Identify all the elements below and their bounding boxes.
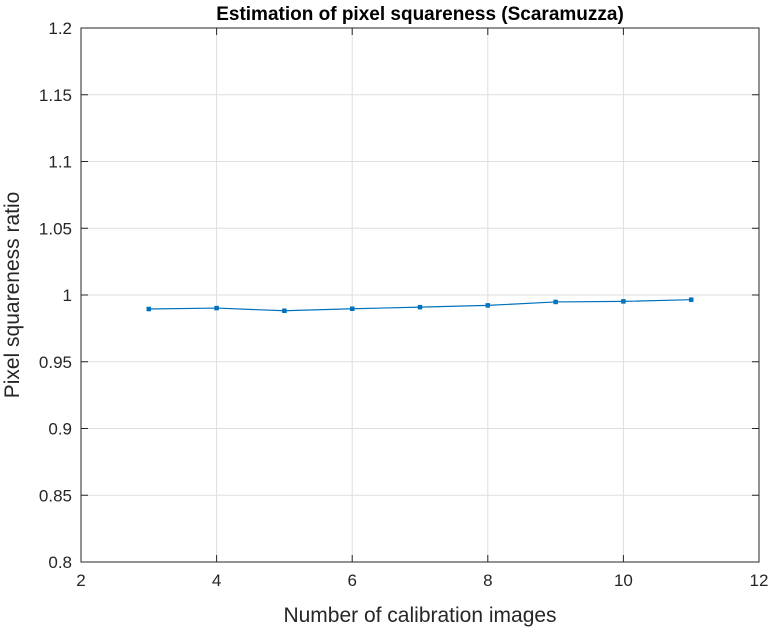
y-tick-label: 0.9 bbox=[48, 420, 72, 439]
y-tick-label: 0.8 bbox=[48, 553, 72, 572]
y-tick-label: 1.1 bbox=[48, 153, 72, 172]
data-point-marker bbox=[553, 299, 558, 305]
x-tick-label: 4 bbox=[212, 571, 221, 590]
data-point-marker bbox=[146, 306, 152, 312]
tick-labels: 2 4 6 8 10 12 0.8 0.85 0.9 0.95 1 1.05 1.1 1.15 1.2 bbox=[39, 19, 769, 590]
x-tick-label: 10 bbox=[614, 571, 633, 590]
y-tick-label: 1.2 bbox=[48, 19, 72, 38]
y-tick-label: 1.05 bbox=[39, 219, 72, 238]
y-axis-title: Pixel squareness ratio bbox=[1, 192, 24, 399]
x-tick-label: 12 bbox=[750, 571, 769, 590]
axes bbox=[80, 27, 760, 563]
data-point-marker bbox=[214, 305, 219, 311]
x-axis-title: Number of calibration images bbox=[283, 604, 556, 627]
chart-title: Estimation of pixel squareness (Scaramuz… bbox=[216, 4, 624, 25]
data-series bbox=[146, 297, 694, 314]
data-point-marker bbox=[485, 303, 491, 308]
y-tick-label: 0.95 bbox=[39, 353, 72, 372]
x-tick-label: 8 bbox=[483, 571, 492, 590]
y-tick-label: 0.85 bbox=[39, 486, 72, 505]
data-point-marker bbox=[417, 304, 423, 310]
series-0 bbox=[146, 297, 694, 314]
data-point-marker bbox=[282, 308, 287, 314]
data-point-marker bbox=[688, 297, 694, 302]
y-tick-label: 1.15 bbox=[39, 86, 72, 105]
data-point-marker bbox=[621, 299, 626, 304]
x-tick-label: 6 bbox=[347, 571, 356, 590]
y-tick-label: 1 bbox=[63, 286, 72, 305]
x-tick-label: 2 bbox=[76, 571, 85, 590]
data-point-marker bbox=[349, 306, 355, 312]
